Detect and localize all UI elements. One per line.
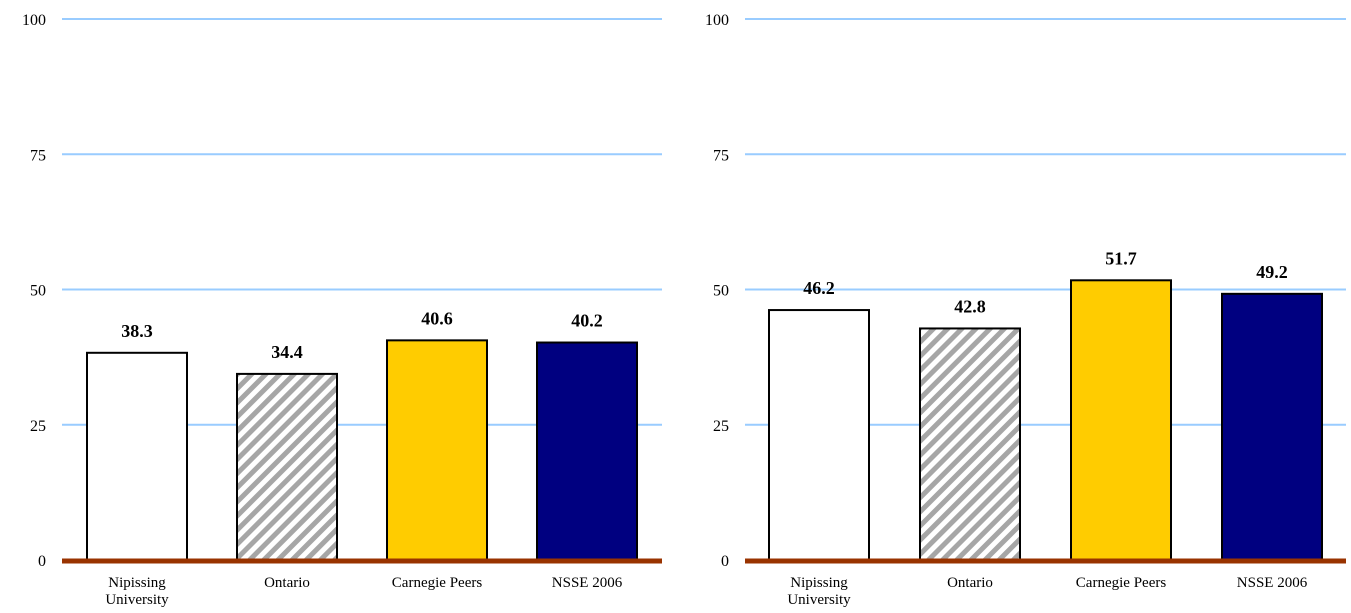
value-label: 34.4 xyxy=(271,342,303,362)
bar-1 xyxy=(768,309,870,562)
bar-3 xyxy=(1070,279,1172,561)
y-tick-label: 50 xyxy=(30,283,46,300)
category-label: Nipissing xyxy=(108,575,166,591)
category-label: Carnegie Peers xyxy=(392,575,483,591)
bar-4 xyxy=(1221,292,1323,561)
category-label: Carnegie Peers xyxy=(1076,575,1167,591)
bar-1 xyxy=(86,351,188,561)
value-label: 46.2 xyxy=(803,278,835,298)
y-tick-label: 100 xyxy=(705,12,729,29)
bar-2 xyxy=(236,372,338,561)
value-label: 40.2 xyxy=(571,311,603,331)
y-tick-label: 0 xyxy=(38,553,46,570)
category-label: NSSE 2006 xyxy=(1237,575,1308,591)
category-label: NSSE 2006 xyxy=(552,575,623,591)
value-label: 49.2 xyxy=(1256,262,1288,282)
category-label: Nipissing xyxy=(790,575,848,591)
y-tick-label: 100 xyxy=(22,12,46,29)
value-label: 38.3 xyxy=(121,321,153,341)
category-label: Ontario xyxy=(947,575,993,591)
y-tick-label: 25 xyxy=(30,418,46,435)
category-label: University xyxy=(105,592,169,608)
bar-2 xyxy=(919,327,1021,561)
bar-3 xyxy=(386,339,488,561)
value-label: 51.7 xyxy=(1105,248,1137,268)
bar-4 xyxy=(536,341,638,561)
y-tick-label: 75 xyxy=(713,147,729,164)
category-label: Ontario xyxy=(264,575,310,591)
y-tick-label: 25 xyxy=(713,418,729,435)
y-tick-label: 50 xyxy=(713,283,729,300)
y-tick-label: 75 xyxy=(30,147,46,164)
y-tick-label: 0 xyxy=(721,553,729,570)
value-label: 42.8 xyxy=(954,296,986,316)
category-label: University xyxy=(787,592,851,608)
value-label: 40.6 xyxy=(421,308,453,328)
